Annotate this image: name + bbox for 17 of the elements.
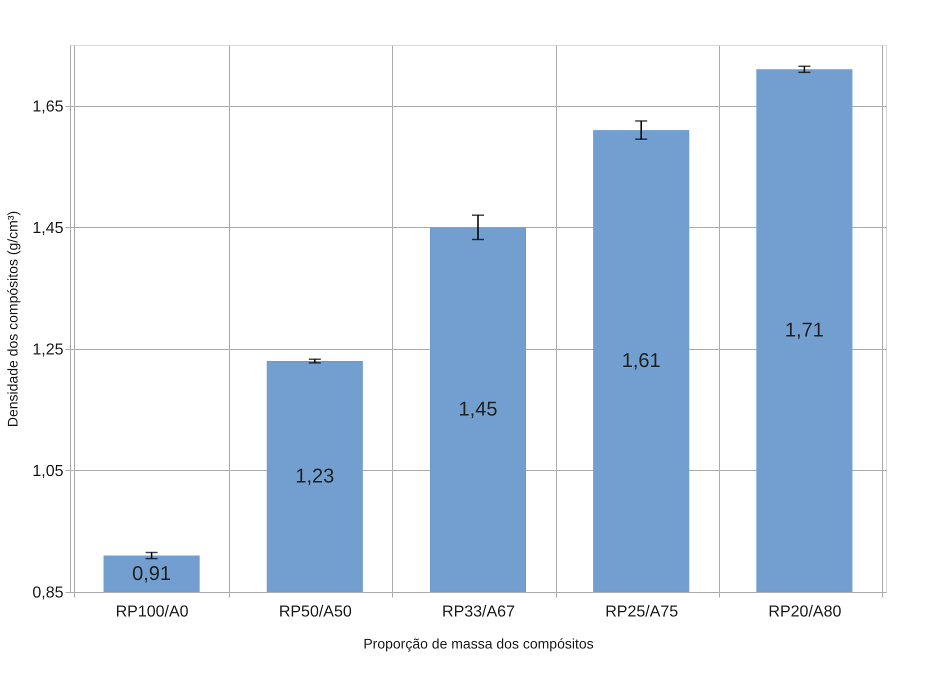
data-label: 1,45 bbox=[458, 398, 498, 421]
y-tick-label: 1,65 bbox=[32, 98, 64, 116]
x-tick-label: RP25/A75 bbox=[605, 604, 678, 620]
data-label: 1,71 bbox=[784, 320, 824, 342]
x-tick-label: RP100/A0 bbox=[116, 604, 189, 620]
x-tick-label: RP20/A80 bbox=[768, 604, 842, 620]
y-tick-label: 1,05 bbox=[32, 462, 64, 480]
x-tick-label: RP50/A50 bbox=[278, 604, 352, 620]
data-label: 0,91 bbox=[132, 562, 172, 585]
y-tick-label: 1,45 bbox=[32, 220, 64, 237]
y-axis-title: Densidade dos compósitos (g/cm³) bbox=[4, 210, 20, 428]
y-tick-label: 1,25 bbox=[32, 341, 64, 358]
x-axis-title: Proporção de massa dos compósitos bbox=[363, 636, 594, 652]
data-label: 1,61 bbox=[622, 350, 661, 372]
data-label: 1,23 bbox=[295, 466, 334, 488]
y-tick-label: 0,85 bbox=[32, 584, 64, 602]
x-tick-label: RP33/A67 bbox=[442, 604, 516, 620]
